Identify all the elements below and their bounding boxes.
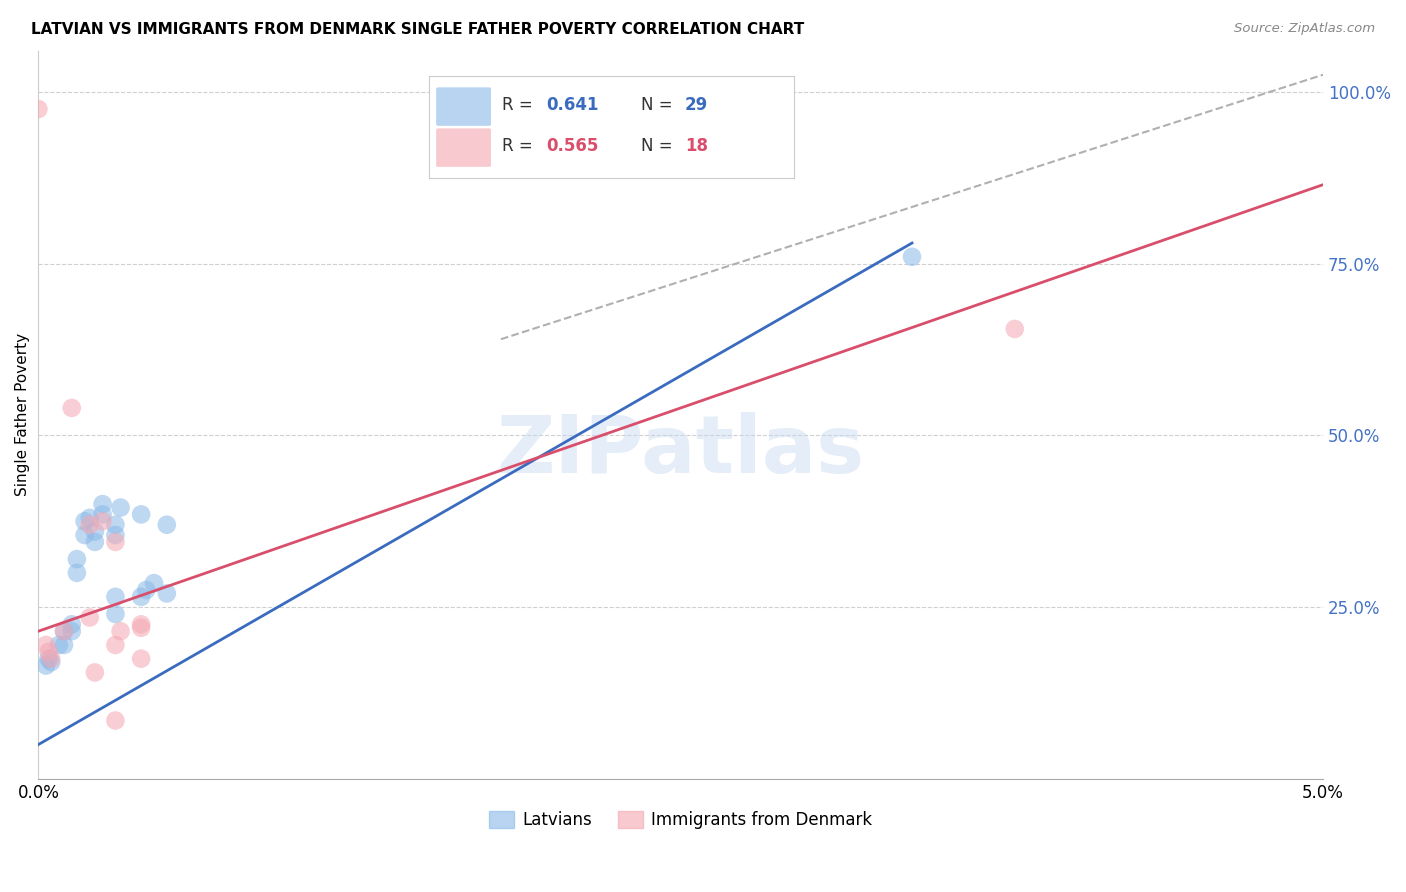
- Point: [129, 508, 152, 522]
- Point: [53, 624, 76, 639]
- Y-axis label: Single Father Poverty: Single Father Poverty: [15, 334, 30, 496]
- Point: [35, 638, 58, 652]
- Point: [39, 651, 62, 665]
- Point: [83, 524, 105, 539]
- Point: [129, 651, 152, 665]
- Point: [38, 651, 60, 665]
- Point: [60, 624, 83, 639]
- Text: R =: R =: [502, 137, 538, 155]
- Point: [66, 566, 89, 580]
- FancyBboxPatch shape: [436, 128, 491, 167]
- Point: [38, 645, 60, 659]
- Point: [129, 621, 152, 635]
- Text: 29: 29: [685, 96, 709, 114]
- Text: N =: N =: [641, 96, 678, 114]
- Text: LATVIAN VS IMMIGRANTS FROM DENMARK SINGLE FATHER POVERTY CORRELATION CHART: LATVIAN VS IMMIGRANTS FROM DENMARK SINGL…: [31, 22, 804, 37]
- Point: [91, 497, 114, 511]
- Point: [83, 535, 105, 549]
- Point: [104, 535, 127, 549]
- Point: [79, 517, 101, 532]
- Point: [156, 517, 179, 532]
- Text: Source: ZipAtlas.com: Source: ZipAtlas.com: [1234, 22, 1375, 36]
- Point: [60, 617, 83, 632]
- Point: [104, 714, 127, 728]
- Legend: Latvians, Immigrants from Denmark: Latvians, Immigrants from Denmark: [482, 805, 879, 836]
- Point: [901, 250, 924, 264]
- Text: 0.565: 0.565: [546, 137, 598, 155]
- Point: [35, 658, 58, 673]
- Text: 18: 18: [685, 137, 707, 155]
- Point: [1004, 322, 1026, 336]
- Text: ZIPatlas: ZIPatlas: [496, 412, 865, 491]
- FancyBboxPatch shape: [436, 87, 491, 126]
- Point: [110, 500, 132, 515]
- Point: [73, 514, 96, 528]
- Point: [104, 590, 127, 604]
- Point: [39, 655, 62, 669]
- Point: [60, 401, 83, 415]
- Point: [79, 511, 101, 525]
- Point: [53, 638, 76, 652]
- Text: 0.641: 0.641: [546, 96, 599, 114]
- Point: [129, 590, 152, 604]
- Point: [104, 607, 127, 621]
- Point: [110, 624, 132, 639]
- Point: [143, 576, 166, 591]
- Point: [79, 610, 101, 624]
- Point: [83, 665, 105, 680]
- Point: [66, 552, 89, 566]
- Point: [135, 582, 157, 597]
- Text: N =: N =: [641, 137, 678, 155]
- Point: [27, 102, 49, 116]
- Point: [129, 617, 152, 632]
- Point: [53, 624, 76, 639]
- Point: [91, 508, 114, 522]
- Point: [104, 638, 127, 652]
- Point: [48, 638, 70, 652]
- Text: R =: R =: [502, 96, 538, 114]
- Point: [104, 528, 127, 542]
- Point: [91, 514, 114, 528]
- Point: [104, 517, 127, 532]
- Point: [156, 586, 179, 600]
- Point: [73, 528, 96, 542]
